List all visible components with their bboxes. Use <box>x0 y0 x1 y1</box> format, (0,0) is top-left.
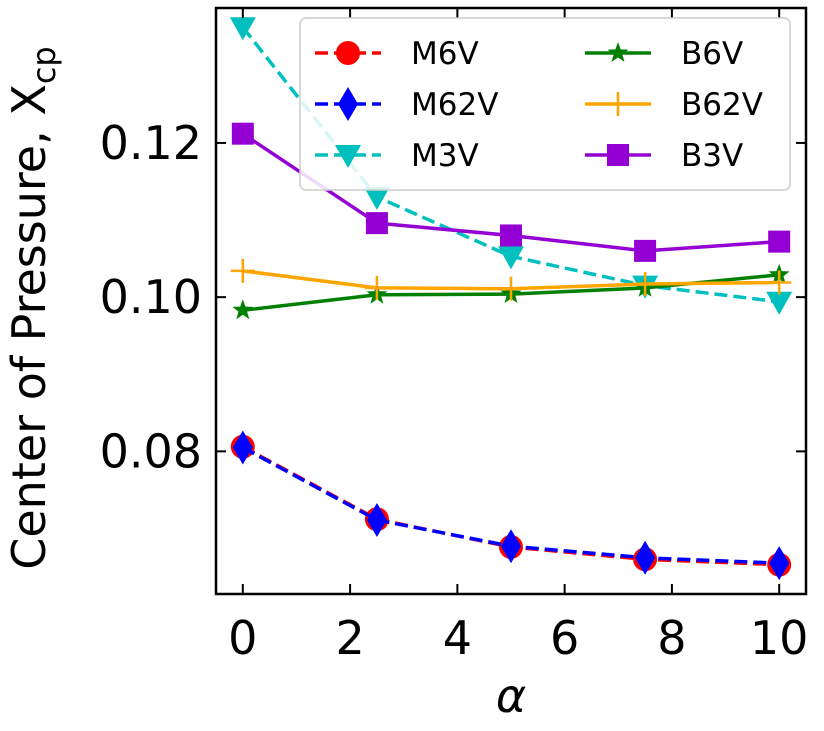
x-tick-label: 4 <box>443 611 472 665</box>
data-point-m62v <box>501 529 521 564</box>
data-point-b3v <box>500 224 522 247</box>
data-point-b3v <box>768 230 791 253</box>
y-tick-label: 0.12 <box>100 116 202 170</box>
data-point-m3v <box>766 291 793 315</box>
legend-marker-b3v <box>607 144 629 166</box>
legend-box <box>299 17 791 191</box>
legend-entry-m3v: M3V <box>315 138 479 174</box>
legend-entry-b6v: B6V <box>585 36 743 72</box>
data-point-b62v <box>499 276 523 301</box>
axis-ticks: 0 2 4 6 8 10 0.08 0.10 0.12 <box>100 8 809 665</box>
series-m62v <box>232 430 790 581</box>
legend-label-b62v: B62V <box>681 87 763 123</box>
legend-label-m3v: M3V <box>411 138 479 174</box>
plot-content <box>229 17 793 581</box>
legend-entry-b3v: B3V <box>585 138 743 174</box>
data-point-b3v <box>231 122 254 145</box>
data-point-b62v <box>633 272 658 297</box>
data-point-b3v <box>365 212 388 235</box>
y-axis-label-main: Center of Pressure, X <box>2 84 56 570</box>
series-b62v <box>230 258 792 301</box>
legend-entry-b62v: B62V <box>585 87 763 123</box>
data-point-b3v <box>634 239 657 262</box>
x-tick-label: 6 <box>550 611 579 665</box>
data-point-b62v <box>767 270 792 295</box>
x-axis-label: α <box>496 669 526 723</box>
legend-label-b3v: B3V <box>681 138 743 174</box>
data-point-m62v <box>635 540 656 575</box>
data-point-b62v <box>230 258 255 283</box>
plot-frame <box>214 6 808 596</box>
data-point-b62v <box>364 275 389 300</box>
legend-marker-b6v <box>607 42 629 62</box>
x-tick-label: 8 <box>657 611 686 665</box>
data-point-m62v <box>232 430 253 465</box>
y-tick-label: 0.10 <box>100 270 202 324</box>
data-point-m62v <box>769 546 790 581</box>
data-point-m62v <box>366 502 387 537</box>
x-tick-label: 2 <box>335 611 364 665</box>
data-point-m3v <box>498 246 524 270</box>
y-axis-label: Center of Pressure, Xcp <box>2 46 63 570</box>
legend-marker-m62v <box>338 87 358 121</box>
data-point-m3v <box>229 17 256 41</box>
data-point-m3v <box>363 186 390 210</box>
legend-label-b6v: B6V <box>681 36 743 72</box>
data-point-b6v <box>232 299 254 320</box>
series-b3v <box>231 122 791 262</box>
x-tick-label: 10 <box>750 611 809 665</box>
legend-marker-m3v <box>335 145 361 168</box>
x-tick-label: 0 <box>228 611 257 665</box>
legend-entry-m62v: M62V <box>315 87 498 123</box>
y-tick-label: 0.08 <box>100 424 202 478</box>
y-axis-label-subscript: cp <box>25 46 63 84</box>
legend-label-m62v: M62V <box>411 87 498 123</box>
legend-entry-m6v: M6V <box>315 36 479 72</box>
legend-marker-m6v <box>336 41 360 65</box>
legend: M6V M62V M3V B6V B62V B3V <box>299 17 791 191</box>
legend-label-m6v: M6V <box>411 36 479 72</box>
legend-marker-b62v <box>606 92 630 116</box>
